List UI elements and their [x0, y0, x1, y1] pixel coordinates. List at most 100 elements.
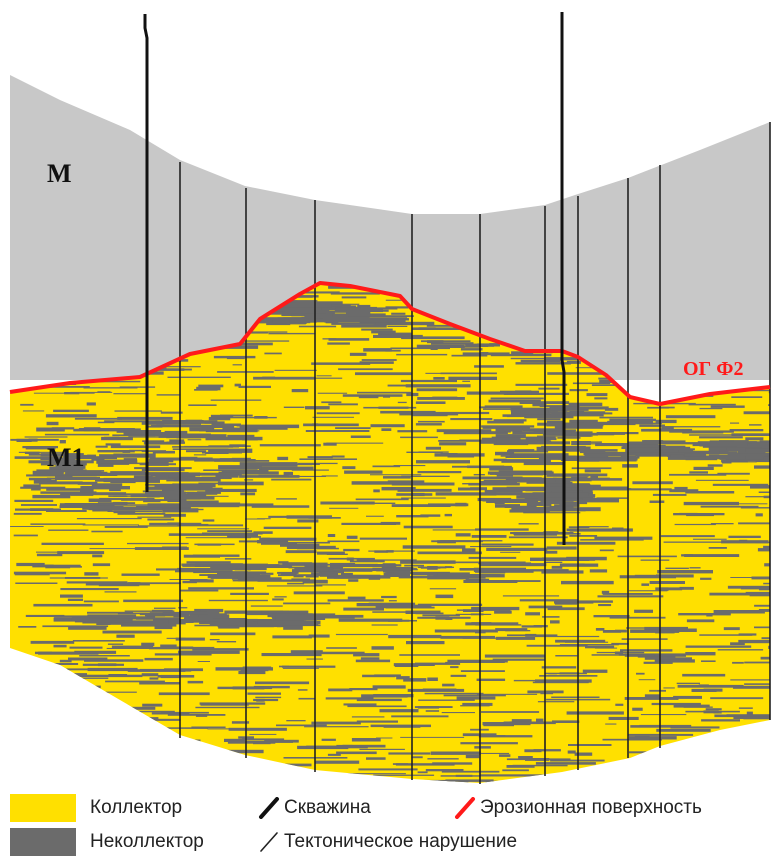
noncollector-streak	[713, 610, 765, 614]
noncollector-streak	[485, 481, 512, 485]
noncollector-streak	[294, 567, 324, 572]
noncollector-streak	[537, 422, 584, 426]
noncollector-streak	[609, 616, 666, 619]
noncollector-streak	[381, 487, 416, 491]
noncollector-streak	[144, 657, 173, 661]
noncollector-streak	[495, 628, 528, 632]
noncollector-streak	[430, 751, 481, 755]
noncollector-streak	[520, 477, 539, 481]
noncollector-streak	[639, 442, 699, 445]
noncollector-streak	[710, 405, 745, 408]
noncollector-streak	[550, 406, 589, 411]
noncollector-streak	[639, 777, 692, 779]
noncollector-streak	[290, 650, 323, 654]
noncollector-streak	[757, 765, 770, 770]
noncollector-streak	[136, 617, 181, 620]
noncollector-streak	[602, 630, 621, 633]
noncollector-streak	[184, 615, 195, 620]
noncollector-streak	[266, 585, 323, 587]
noncollector-streak	[341, 324, 387, 328]
noncollector-streak	[351, 716, 385, 718]
noncollector-streak	[689, 567, 701, 569]
noncollector-streak	[416, 460, 470, 464]
noncollector-streak	[526, 481, 573, 484]
noncollector-streak	[226, 342, 273, 346]
noncollector-streak	[148, 458, 174, 463]
noncollector-streak	[55, 464, 86, 469]
noncollector-streak	[210, 399, 262, 401]
noncollector-streak	[634, 574, 669, 576]
noncollector-streak	[399, 412, 459, 416]
noncollector-streak	[750, 485, 770, 489]
noncollector-streak	[576, 498, 619, 503]
noncollector-streak	[444, 513, 452, 517]
noncollector-streak	[102, 614, 136, 618]
noncollector-streak	[209, 622, 265, 626]
noncollector-streak	[194, 608, 224, 613]
noncollector-streak	[46, 510, 87, 512]
noncollector-streak	[636, 672, 645, 675]
noncollector-streak	[519, 599, 579, 602]
noncollector-streak	[474, 365, 504, 368]
noncollector-streak	[591, 384, 633, 386]
noncollector-streak	[222, 427, 288, 430]
noncollector-streak	[685, 491, 735, 494]
noncollector-streak	[218, 465, 262, 470]
noncollector-streak	[441, 770, 500, 773]
noncollector-streak	[70, 456, 117, 460]
noncollector-streak	[123, 599, 183, 603]
noncollector-streak	[443, 694, 506, 697]
noncollector-streak	[674, 486, 688, 490]
noncollector-streak	[318, 651, 365, 655]
noncollector-streak	[189, 495, 229, 497]
noncollector-streak	[417, 551, 482, 555]
noncollector-streak	[280, 543, 320, 547]
noncollector-streak	[29, 778, 76, 781]
noncollector-streak	[425, 372, 445, 374]
noncollector-streak	[274, 596, 287, 598]
noncollector-streak	[370, 474, 422, 476]
noncollector-streak	[530, 557, 590, 561]
noncollector-streak	[283, 471, 293, 476]
noncollector-streak	[264, 352, 282, 355]
noncollector-streak	[320, 501, 375, 505]
noncollector-streak	[508, 449, 535, 451]
noncollector-streak	[676, 682, 700, 685]
noncollector-streak	[758, 491, 770, 493]
noncollector-streak	[359, 748, 405, 750]
noncollector-streak	[371, 646, 394, 650]
noncollector-streak	[648, 761, 679, 764]
noncollector-streak	[732, 661, 744, 664]
noncollector-streak	[366, 502, 396, 504]
noncollector-streak	[43, 773, 101, 777]
noncollector-streak	[164, 496, 215, 500]
noncollector-streak	[268, 332, 316, 335]
noncollector-streak	[608, 716, 639, 720]
noncollector-streak	[537, 418, 561, 421]
noncollector-streak	[455, 533, 471, 537]
noncollector-streak	[604, 407, 619, 411]
noncollector-streak	[267, 541, 330, 544]
noncollector-streak	[643, 661, 673, 664]
noncollector-streak	[665, 450, 720, 455]
noncollector-streak	[474, 746, 491, 749]
noncollector-streak	[232, 686, 265, 690]
noncollector-streak	[288, 566, 320, 569]
noncollector-streak	[569, 419, 598, 423]
noncollector-streak	[123, 745, 133, 748]
noncollector-streak	[347, 596, 366, 600]
noncollector-streak	[526, 501, 552, 506]
noncollector-streak	[38, 564, 54, 567]
noncollector-streak	[400, 780, 457, 783]
noncollector-streak	[338, 618, 403, 622]
noncollector-streak	[542, 433, 598, 436]
noncollector-streak	[571, 467, 612, 470]
noncollector-streak	[644, 694, 661, 698]
noncollector-streak	[535, 635, 600, 638]
noncollector-streak	[282, 665, 336, 668]
noncollector-streak	[272, 319, 287, 324]
noncollector-streak	[465, 578, 490, 581]
noncollector-streak	[218, 624, 240, 629]
noncollector-streak	[217, 481, 264, 486]
noncollector-streak	[198, 614, 223, 617]
